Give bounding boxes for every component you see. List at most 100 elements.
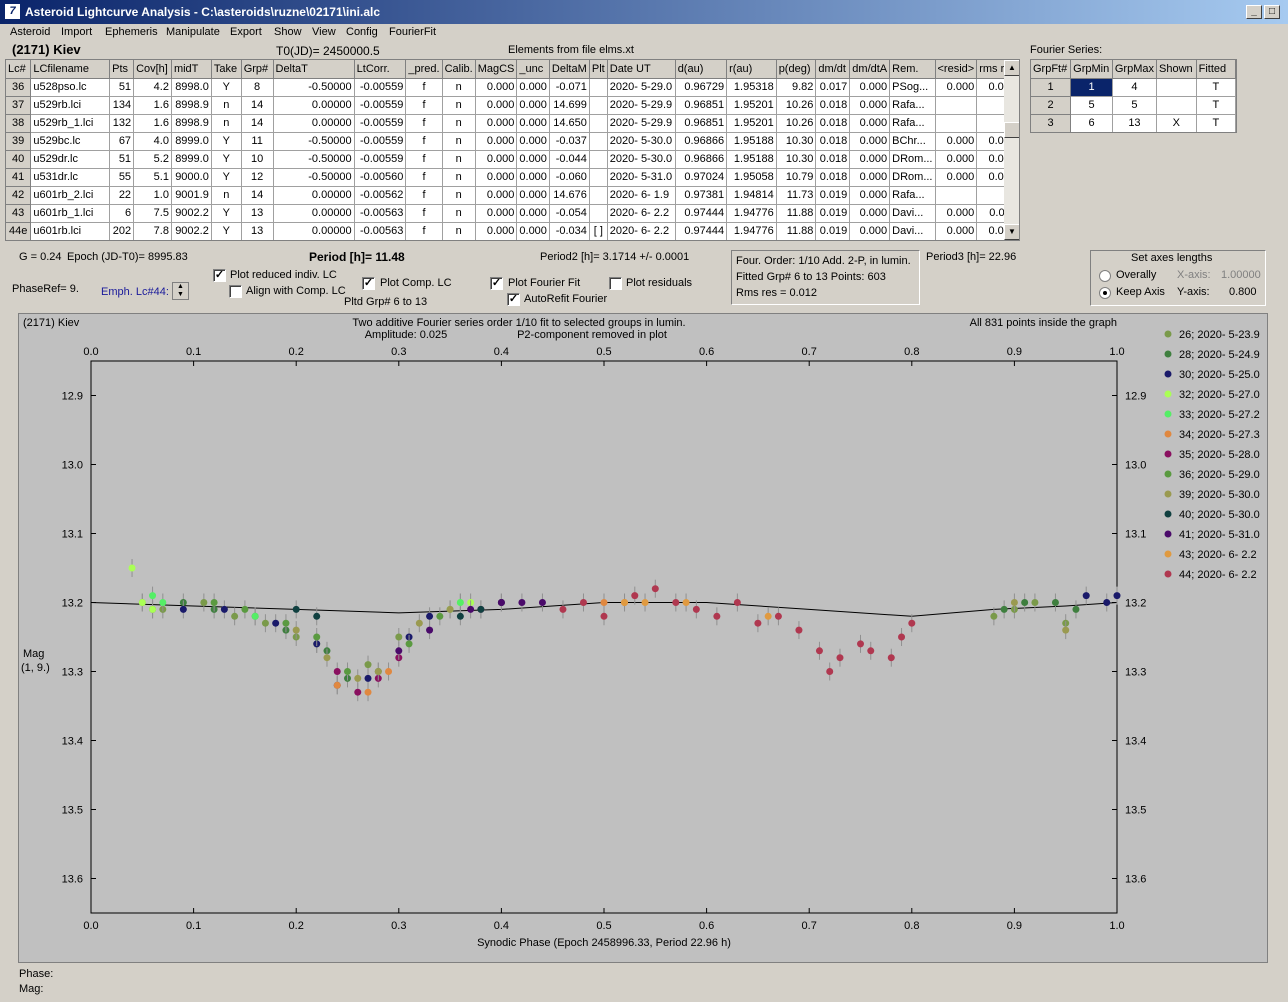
table-row[interactable]: 40 u529dr.lc 51 5.2 8999.0 Y 10 -0.50000 -0.0055…	[6, 150, 1019, 169]
table-cell[interactable]: 1.6	[133, 96, 172, 115]
table-cell[interactable]: u529dr.lc	[30, 150, 111, 169]
table-cell[interactable]: 0.000	[516, 204, 550, 223]
lc-col-header[interactable]: p(deg)	[776, 60, 817, 79]
table-cell[interactable]: 38	[6, 114, 32, 133]
lc-col-header[interactable]: Rem.	[889, 60, 936, 79]
table-cell[interactable]: 0.00000	[273, 186, 355, 205]
table-cell[interactable]: 9.82	[776, 78, 817, 97]
table-cell[interactable]	[935, 186, 978, 205]
table-cell[interactable]: 0.000	[516, 150, 550, 169]
table-cell[interactable]: 0.96866	[675, 150, 728, 169]
table-cell[interactable]: 0.000	[475, 222, 518, 240]
table-cell[interactable]: 0.97024	[675, 168, 728, 187]
align-checkbox[interactable]	[229, 285, 242, 298]
table-cell[interactable]: -0.50000	[273, 78, 355, 97]
table-cell[interactable]: u531dr.lc	[30, 168, 111, 187]
table-cell[interactable]: 0.000	[935, 150, 978, 169]
lc-col-header[interactable]: Plt	[589, 60, 608, 79]
table-cell[interactable]	[935, 114, 978, 133]
lc-col-header[interactable]: dm/dt	[815, 60, 851, 79]
menu-ephemeris[interactable]: Ephemeris	[105, 26, 158, 38]
table-cell[interactable]: 10.79	[776, 168, 817, 187]
table-cell[interactable]: -0.00559	[354, 114, 407, 133]
maximize-button[interactable]: □	[1264, 5, 1280, 19]
table-cell[interactable]: 13	[241, 204, 274, 223]
table-cell[interactable]: 0.017	[815, 78, 851, 97]
table-cell[interactable]: 42	[6, 186, 32, 205]
menu-view[interactable]: View	[312, 26, 336, 38]
table-cell[interactable]: 2020- 6- 1.9	[607, 186, 676, 205]
table-cell[interactable]: -0.00560	[354, 168, 407, 187]
table-cell[interactable]: 0.000	[849, 186, 891, 205]
table-cell[interactable]: 0.000	[849, 114, 891, 133]
table-cell[interactable]: PSog...	[889, 78, 936, 97]
fourier-cell[interactable]: 5	[1112, 96, 1158, 115]
lc-col-header[interactable]: Date UT	[607, 60, 676, 79]
fourier-col-header[interactable]: Fitted	[1196, 60, 1236, 79]
table-cell[interactable]: DRom...	[889, 150, 936, 169]
table-cell[interactable]	[589, 114, 608, 133]
xaxis-value[interactable]: 1.00000	[1221, 269, 1261, 281]
lightcurve-chart[interactable]: 0.0 0.0 0.1 0.1 0.2 0.2 0.3 0.3 0.4 0.4 0.5 0.5 0.6 0…	[19, 314, 1267, 962]
lc-col-header[interactable]: <resid>	[935, 60, 978, 79]
table-cell[interactable]: 5.1	[133, 168, 172, 187]
table-cell[interactable]: Rafa...	[889, 96, 936, 115]
table-cell[interactable]: 8998.9	[171, 96, 212, 115]
table-cell[interactable]: -0.034	[549, 222, 590, 240]
table-cell[interactable]	[589, 150, 608, 169]
menu-fourierfit[interactable]: FourierFit	[389, 26, 437, 38]
fourier-col-header[interactable]: GrpFt#	[1031, 60, 1072, 79]
fourier-cell[interactable]: 3	[1031, 114, 1072, 132]
table-cell[interactable]: 10.26	[776, 96, 817, 115]
table-cell[interactable]: 14.699	[549, 96, 590, 115]
table-cell[interactable]: 0.000	[475, 78, 518, 97]
table-cell[interactable]: n	[442, 78, 476, 97]
table-cell[interactable]: 8998.0	[171, 78, 212, 97]
table-cell[interactable]: -0.00559	[354, 132, 407, 151]
table-cell[interactable]: 0.97444	[675, 222, 728, 240]
table-cell[interactable]: 1.6	[133, 114, 172, 133]
table-cell[interactable]: -0.00563	[354, 222, 407, 240]
table-cell[interactable]: 9001.9	[171, 186, 212, 205]
plot-residuals-checkbox[interactable]	[609, 277, 622, 290]
fourier-col-header[interactable]: GrpMax	[1112, 60, 1158, 79]
overally-radio[interactable]	[1099, 270, 1111, 282]
fourier-cell[interactable]: 1	[1070, 78, 1113, 97]
table-cell[interactable]: 0.000	[516, 222, 550, 240]
lc-col-header[interactable]: Pts	[109, 60, 135, 79]
table-cell[interactable]: 0.96851	[675, 96, 728, 115]
table-cell[interactable]: 0.018	[815, 168, 851, 187]
table-cell[interactable]: 39	[6, 132, 32, 151]
table-cell[interactable]: Y	[211, 150, 242, 169]
table-cell[interactable]: 0.000	[516, 168, 550, 187]
table-cell[interactable]: -0.50000	[273, 132, 355, 151]
table-cell[interactable]: 0.000	[849, 96, 891, 115]
table-cell[interactable]: 51	[109, 78, 135, 97]
lc-col-header[interactable]: DeltaT	[273, 60, 355, 79]
table-cell[interactable]: 9002.2	[171, 222, 212, 240]
lc-col-header[interactable]: _unc	[516, 60, 550, 79]
lc-col-header[interactable]: r(au)	[726, 60, 777, 79]
table-cell[interactable]: 22	[109, 186, 135, 205]
table-cell[interactable]: 14.650	[549, 114, 590, 133]
table-row[interactable]: 42 u601rb_2.lci 22 1.0 9001.9 n 14 0.00000 -0.00…	[6, 186, 1019, 205]
table-cell[interactable]: 2020- 5-30.0	[607, 150, 676, 169]
fourier-cell[interactable]: T	[1196, 96, 1236, 115]
table-cell[interactable]: 0.000	[849, 168, 891, 187]
table-cell[interactable]: 14	[241, 114, 274, 133]
table-cell[interactable]: 11.73	[776, 186, 817, 205]
table-row[interactable]: 36 u528pso.lc 51 4.2 8998.0 Y 8 -0.50000 -0.0055…	[6, 78, 1019, 97]
fourier-cell[interactable]: X	[1156, 114, 1197, 132]
lc-col-header[interactable]: Grp#	[241, 60, 274, 79]
table-cell[interactable]: -0.00559	[354, 150, 407, 169]
table-cell[interactable]	[589, 186, 608, 205]
table-cell[interactable]: 0.000	[849, 150, 891, 169]
app-icon[interactable]: 7	[5, 4, 20, 19]
table-cell[interactable]: 0.000	[475, 204, 518, 223]
table-cell[interactable]: 10.30	[776, 132, 817, 151]
table-cell[interactable]: 0.00000	[273, 222, 355, 240]
table-cell[interactable]: -0.044	[549, 150, 590, 169]
table-cell[interactable]: 0.000	[935, 222, 978, 240]
table-cell[interactable]: 1.0	[133, 186, 172, 205]
